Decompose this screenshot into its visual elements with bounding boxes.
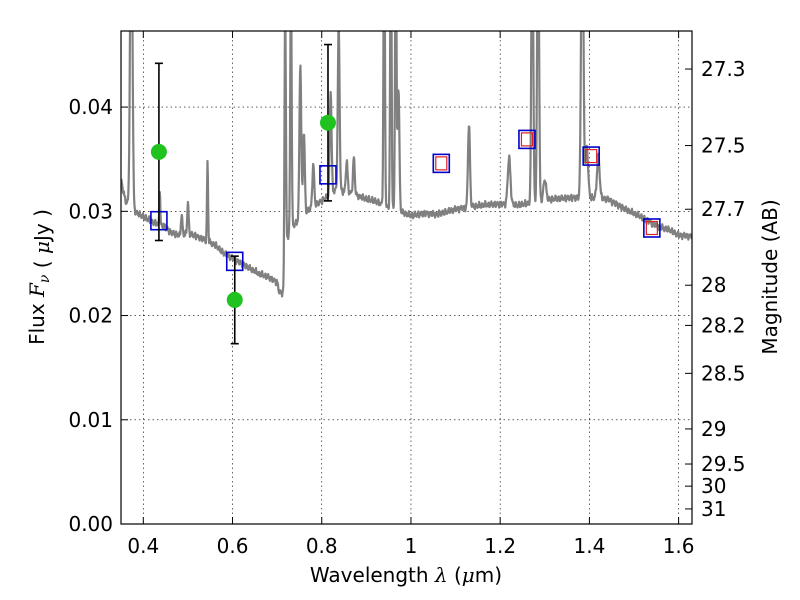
y-axis-label: Flux Fν ( μJy ): [25, 209, 54, 345]
model-photometry-square: [643, 218, 661, 238]
y2-tick-label: 30: [701, 474, 726, 498]
x-tick-label: 0.4: [127, 534, 159, 558]
observed-flux-point: [319, 114, 336, 131]
y2-tick-label: 27.3: [701, 57, 746, 81]
y2-tick-label: 27.5: [701, 134, 746, 158]
y-tick-label: 0.00: [68, 512, 113, 536]
y-tick-label: 0.02: [68, 304, 113, 328]
y2-tick-label: 29.5: [701, 452, 746, 476]
x-tick-label: 1: [405, 534, 418, 558]
model-spectrum-line: [121, 31, 692, 298]
model-photometry-inner-square: [585, 148, 598, 164]
observed-flux-point: [150, 143, 167, 160]
y-tick-label: 0.03: [68, 199, 113, 223]
y2-tick-label: 28: [701, 273, 726, 297]
model-photometry-square: [432, 153, 451, 174]
axes: 0.4 0.6 0.8 1 1.2 1.4 1.6 0.00 0.01 0.02 0.03 0.04 2…: [68, 31, 746, 558]
x-tick-label: 1.4: [573, 534, 605, 558]
observed-flux-point: [226, 291, 243, 308]
y-tick-label: 0.04: [68, 95, 113, 119]
x-axis-label: Wavelength λ (μm): [310, 563, 502, 587]
x-tick-label: 0.8: [306, 534, 338, 558]
photometry-points: [150, 43, 661, 345]
x-tick-label: 1.6: [663, 534, 695, 558]
x-tick-label: 0.6: [217, 534, 249, 558]
model-photometry-inner-square: [645, 220, 658, 236]
y2-tick-label: 31: [701, 497, 726, 521]
y2-axis-label: Magnitude (AB): [758, 199, 782, 354]
model-photometry-inner-square: [520, 132, 534, 147]
model-photometry-square: [582, 146, 600, 166]
model-spectrum: [121, 31, 692, 298]
y2-tick-label: 29: [701, 417, 726, 441]
model-photometry-inner-square: [435, 156, 448, 171]
model-photometry-square: [518, 129, 536, 150]
grid-lines: [121, 31, 692, 525]
x-tick-label: 1.2: [484, 534, 516, 558]
y-tick-label: 0.01: [68, 408, 113, 432]
y2-tick-label: 27.7: [701, 197, 746, 221]
plot-frame: [120, 30, 693, 525]
y2-tick-label: 28.2: [701, 313, 746, 337]
y2-tick-label: 28.5: [701, 361, 746, 385]
